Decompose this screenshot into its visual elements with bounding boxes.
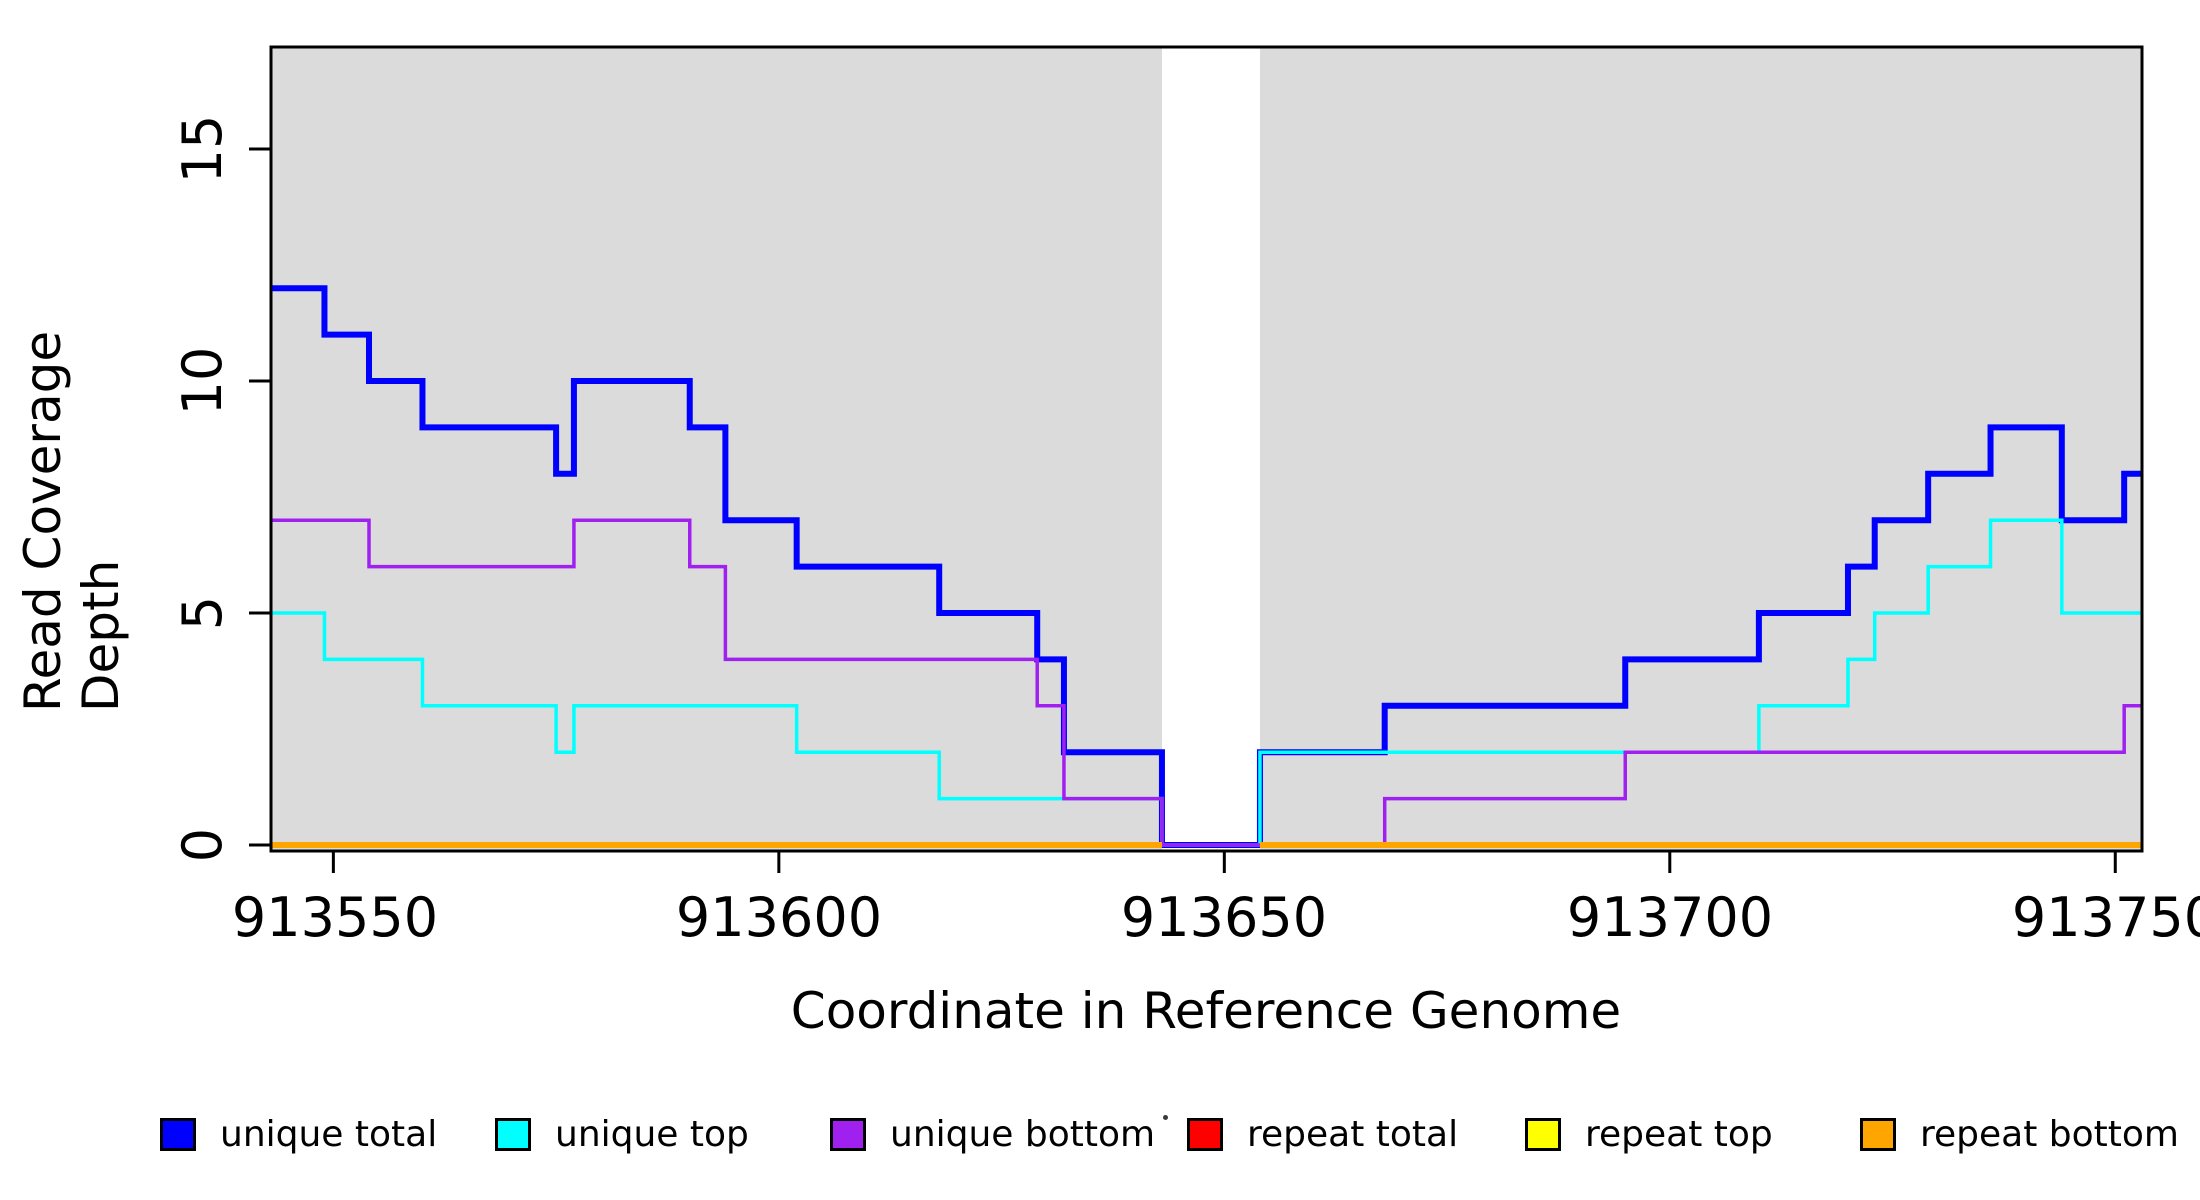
unique-total-swatch-icon xyxy=(160,1117,196,1151)
legend-label: unique top xyxy=(555,1113,749,1155)
x-axis-title: Coordinate in Reference Genome xyxy=(790,982,1622,1040)
y-tick-label-15: 15 xyxy=(170,114,234,184)
y-tick-label-0: 0 xyxy=(170,827,234,863)
legend-label: repeat total xyxy=(1247,1113,1459,1155)
legend-label: unique total xyxy=(220,1113,438,1155)
legend-item-repeat-bottom: repeat bottom xyxy=(1860,1108,2179,1160)
legend-item-repeat-total: repeat total xyxy=(1187,1108,1458,1160)
unique-bottom-swatch-icon xyxy=(830,1117,866,1151)
legend-item-unique-bottom: unique bottom xyxy=(830,1108,1155,1160)
y-tick-label-10: 10 xyxy=(170,346,234,416)
x-tick-label-913750: 913750 xyxy=(2011,886,2200,949)
x-tick-label-913600: 913600 xyxy=(675,886,883,949)
legend-label: repeat top xyxy=(1585,1113,1773,1155)
x-tick-label-913550: 913550 xyxy=(231,886,439,949)
legend-item-repeat-top: repeat top xyxy=(1525,1108,1773,1160)
x-tick-label-913700: 913700 xyxy=(1566,886,1774,949)
y-tick-label-5: 5 xyxy=(170,595,234,631)
repeat-bottom-swatch-icon xyxy=(1860,1117,1896,1151)
legend-item-unique-top: unique top xyxy=(495,1108,749,1160)
legend-item-unique-total: unique total xyxy=(160,1108,437,1160)
legend-label: repeat bottom xyxy=(1920,1113,2179,1155)
y-axis-title: Read Coverage Depth xyxy=(14,330,130,712)
x-tick-label-913650: 913650 xyxy=(1120,886,1328,949)
legend-label: unique bottom xyxy=(890,1113,1156,1155)
repeat-top-swatch-icon xyxy=(1525,1117,1561,1151)
stray-dot xyxy=(1163,1115,1168,1120)
unique-top-swatch-icon xyxy=(495,1117,531,1151)
repeat-total-swatch-icon xyxy=(1187,1117,1223,1151)
